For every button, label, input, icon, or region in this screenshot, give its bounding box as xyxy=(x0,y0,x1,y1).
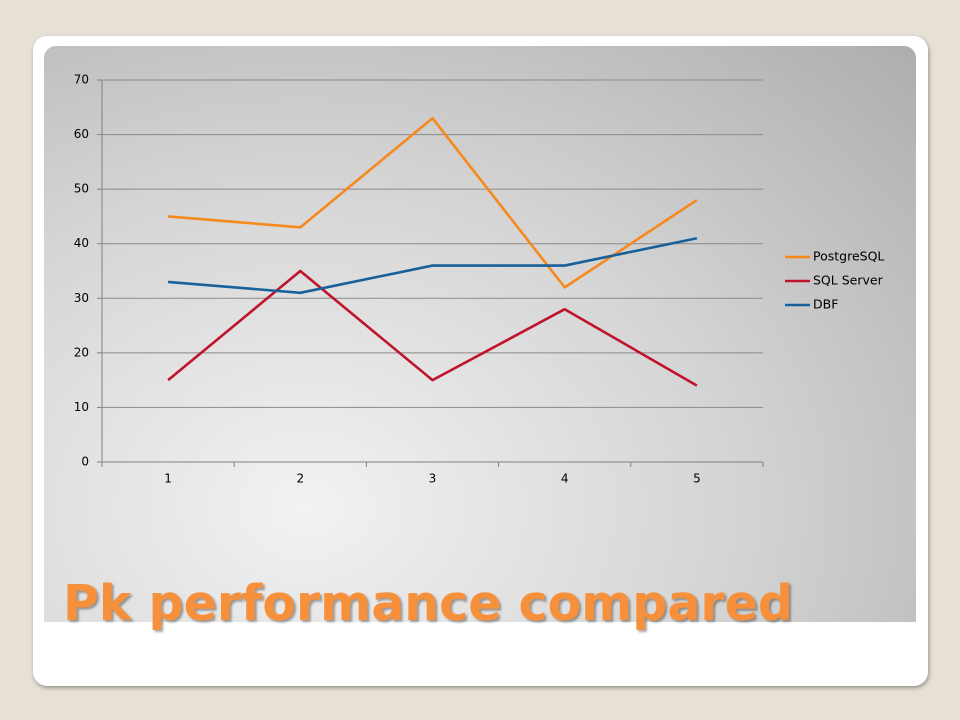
x-tick-label: 2 xyxy=(296,472,304,486)
x-tick-label: 3 xyxy=(429,472,437,486)
series-line xyxy=(167,269,698,387)
y-tick-label: 40 xyxy=(74,236,89,250)
y-tick-label: 70 xyxy=(74,73,89,87)
legend-label: PostgreSQL xyxy=(813,249,884,264)
legend-label: DBF xyxy=(813,297,838,312)
y-tick-label: 50 xyxy=(74,182,89,196)
chart-title: Pk performance compared xyxy=(63,575,793,632)
legend-label: SQL Server xyxy=(813,273,884,288)
chart-panel xyxy=(44,46,916,622)
y-tick-label: 20 xyxy=(74,345,89,359)
series-line xyxy=(167,236,698,295)
y-tick-label: 0 xyxy=(81,455,89,469)
x-tick-label: 4 xyxy=(561,472,569,486)
y-tick-label: 10 xyxy=(74,400,89,414)
y-tick-label: 30 xyxy=(74,291,89,305)
x-tick-label: 5 xyxy=(693,472,701,486)
series-line xyxy=(167,116,698,289)
y-tick-label: 60 xyxy=(74,127,89,141)
x-tick-label: 1 xyxy=(164,472,172,486)
